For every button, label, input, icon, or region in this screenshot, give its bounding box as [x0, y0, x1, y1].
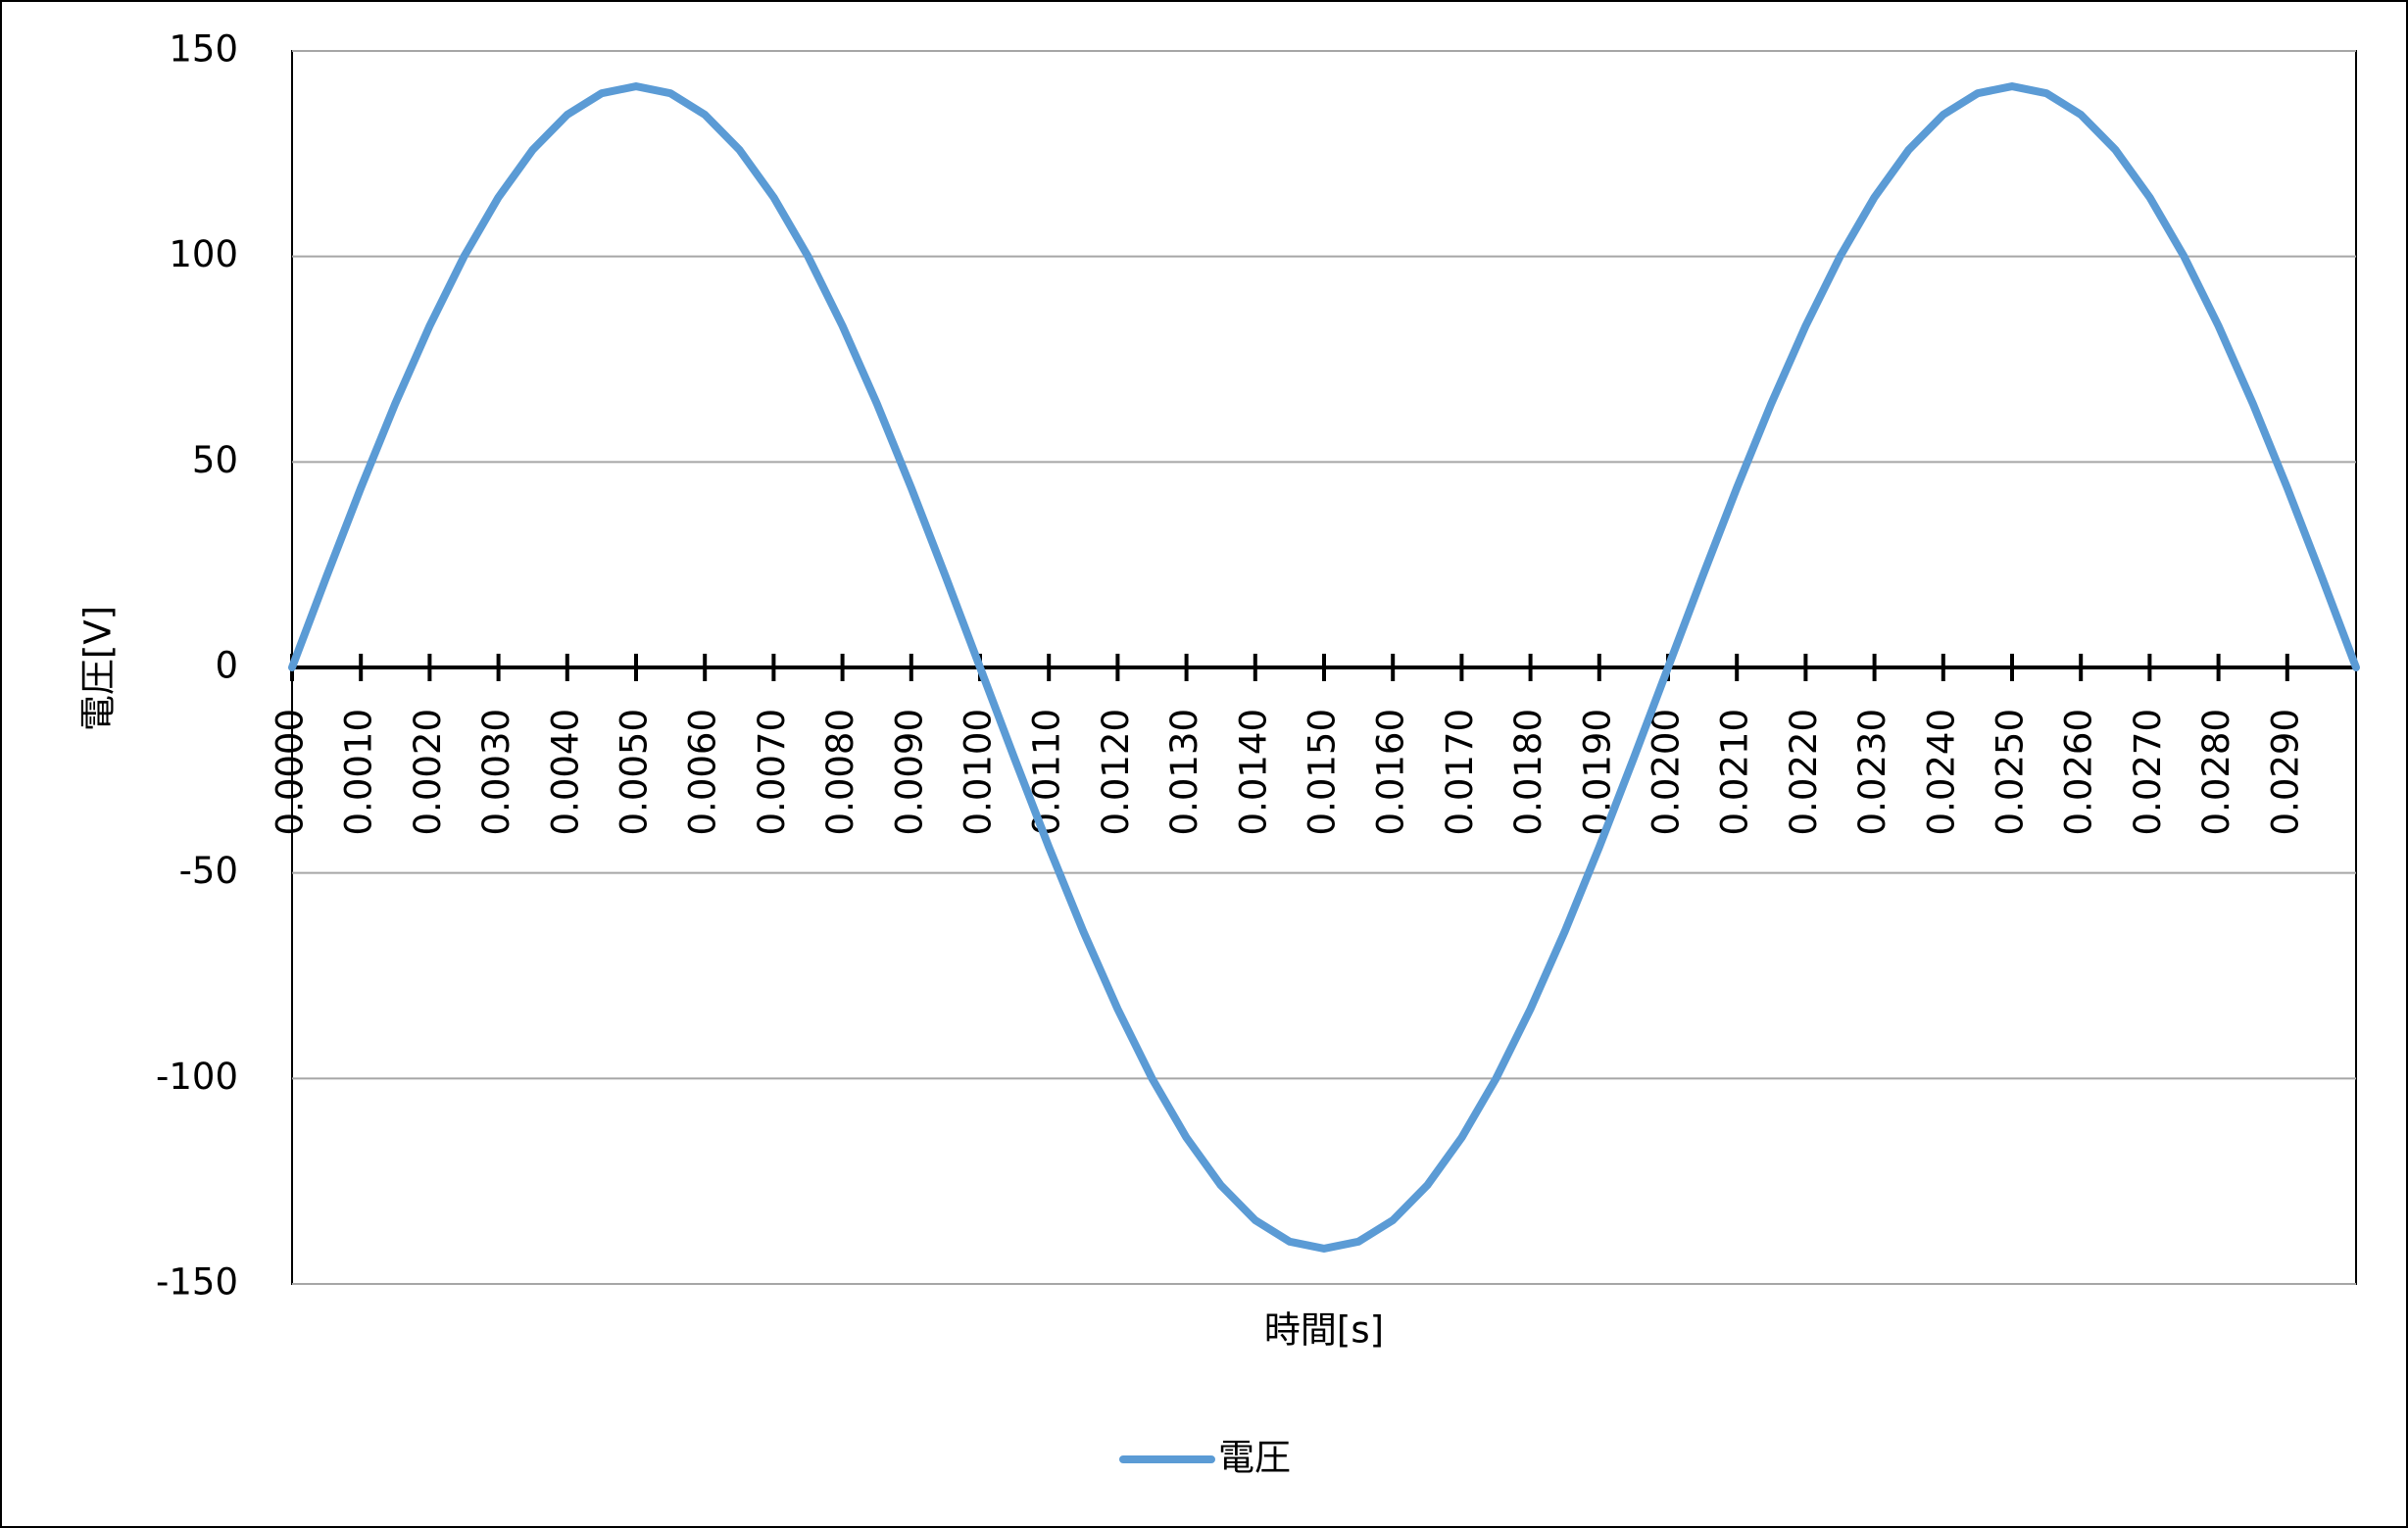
x-tick-label: 0.0100	[958, 709, 1000, 835]
data-line	[288, 82, 2360, 1253]
x-tick-label: 0.0200	[1646, 709, 1688, 835]
x-tick-label: 0.0000	[270, 709, 312, 835]
y-tick-label: 0	[215, 645, 238, 687]
y-axis-title: 電圧[V]	[77, 606, 120, 731]
x-tick-label: 0.0250	[1990, 709, 2032, 835]
y-tick-label: -150	[156, 1261, 238, 1304]
x-tick-label: 0.0090	[888, 709, 930, 835]
x-tick-label: 0.0280	[2195, 709, 2237, 835]
x-tick-label: 0.0130	[1163, 709, 1205, 835]
x-tick-label: 0.0040	[544, 709, 586, 835]
x-tick-label: 0.0060	[682, 709, 724, 835]
x-tick-label: 0.0290	[2264, 709, 2306, 835]
x-tick-label: 0.0110	[1026, 709, 1068, 835]
x-tick-label: 0.0020	[407, 709, 449, 835]
x-axis-title: 時間[s]	[1264, 1309, 1384, 1352]
x-tick-label: 0.0260	[2058, 709, 2100, 835]
x-tick-label: 0.0160	[1370, 709, 1412, 835]
x-tick-label: 0.0010	[338, 709, 380, 835]
y-tick-label: 150	[169, 28, 238, 71]
legend-label: 電圧	[1218, 1437, 1291, 1479]
x-tick-label: 0.0150	[1302, 709, 1344, 835]
x-tick-label: 0.0180	[1507, 709, 1549, 835]
x-tick-label: 0.0270	[2127, 709, 2169, 835]
y-tick-label: -100	[156, 1056, 238, 1098]
y-tick-label: 50	[192, 439, 238, 481]
x-tick-label: 0.0030	[475, 709, 517, 835]
y-tick-label: 100	[169, 233, 238, 275]
x-tick-label: 0.0050	[614, 709, 656, 835]
x-tick-label: 0.0230	[1851, 709, 1893, 835]
y-tick-label: -50	[179, 850, 238, 892]
x-tick-label: 0.0170	[1439, 709, 1481, 835]
x-tick-label: 0.0210	[1714, 709, 1756, 835]
x-tick-label: 0.0240	[1920, 709, 1962, 835]
x-tick-label: 0.0070	[751, 709, 793, 835]
x-tick-label: 0.0140	[1232, 709, 1274, 835]
x-tick-label: 0.0120	[1095, 709, 1137, 835]
x-tick-label: 0.0220	[1783, 709, 1825, 835]
x-tick-label: 0.0080	[819, 709, 861, 835]
